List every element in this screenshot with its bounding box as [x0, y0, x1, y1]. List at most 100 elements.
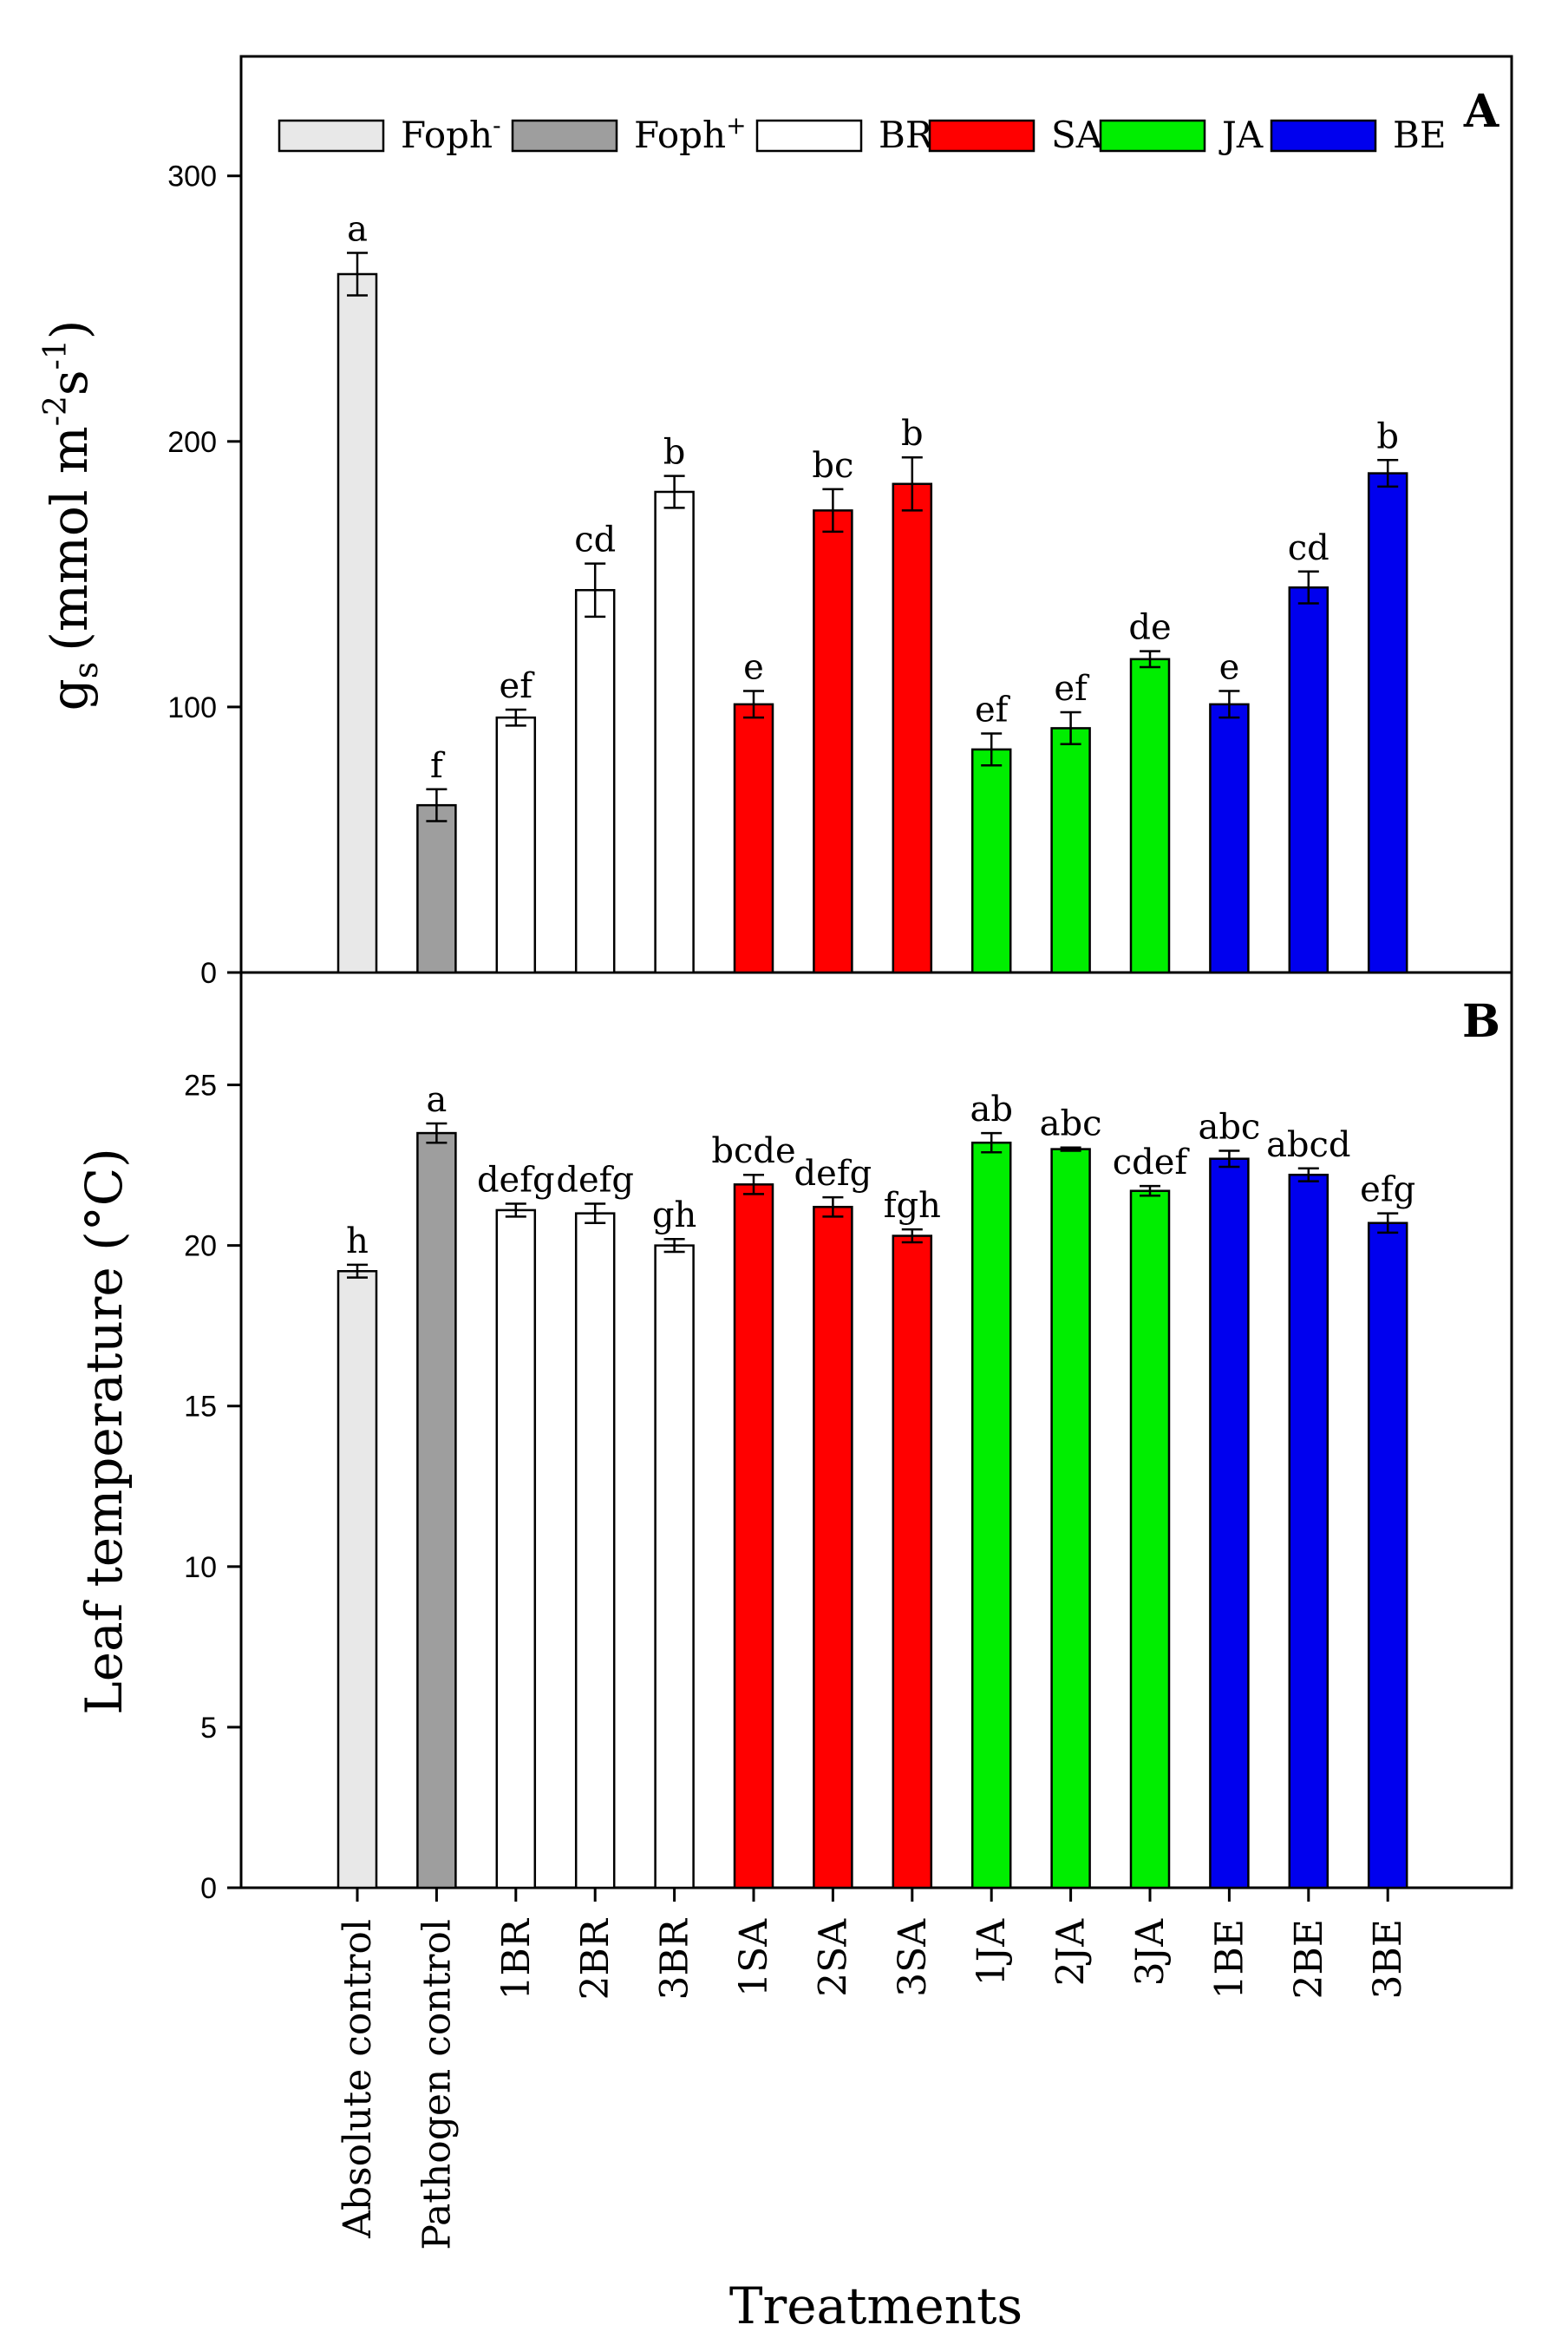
legend-swatch [1099, 119, 1206, 153]
panel-b-letter: B [1462, 995, 1500, 1048]
panel-b-error-bar [663, 1237, 685, 1254]
legend-swatch [511, 119, 618, 153]
panel-a-bar [813, 509, 853, 974]
panel-a-error-bar [822, 488, 844, 534]
legend-label: SA [1051, 114, 1103, 156]
panel-b-significance-label: abcd [1266, 1125, 1350, 1165]
panel-b-y-tick-label: 15 [184, 1391, 217, 1424]
panel-b-bar [336, 1270, 378, 1889]
ylabel-a-main: g [40, 678, 99, 711]
panel-b-y-axis-title: Leaf temperature (°C) [75, 1148, 134, 1715]
ylabel-a-sub: s [67, 662, 105, 679]
panel-a-significance-label: a [347, 210, 368, 250]
x-tick-label: 2BR [573, 1917, 617, 2000]
panel-b-error-bar [1140, 1184, 1160, 1197]
panel-b-y-axis: 0 5 10 15 20 25 [184, 1070, 241, 1905]
legend-swatch [755, 119, 863, 153]
panel-b-bar [1050, 1148, 1091, 1889]
x-tick-label: 1JA [970, 1918, 1014, 1987]
panel-b-significance-label: defg [477, 1161, 555, 1201]
panel-a-error-bar [663, 475, 685, 509]
legend-swatch [928, 119, 1036, 153]
panel-b-error-bar [1297, 1167, 1319, 1182]
panel-b-significance-label: bcde [711, 1131, 795, 1171]
panel-b-significance-label: cdef [1113, 1143, 1191, 1182]
ylabel-a-exp2: -1 [38, 339, 74, 370]
panel-a-bar [1209, 703, 1250, 974]
panel-a-significance-label: bc [812, 446, 853, 486]
panel-a-bar [970, 748, 1012, 974]
panel-a-significance-label: e [1219, 648, 1240, 688]
legend-item: BE [1270, 114, 1447, 156]
panel-a-error-bar [1140, 650, 1160, 669]
panel-b-y-tick-label: 0 [200, 1872, 217, 1905]
panel-b-error-bar [347, 1263, 368, 1279]
x-tick-label: 3BE [1366, 1919, 1410, 1999]
panel-a-bar [1129, 658, 1171, 974]
legend-swatch [278, 119, 385, 153]
panel-a-bar [416, 803, 457, 974]
panel-a-error-bar [743, 690, 764, 719]
panel-b-bar [574, 1212, 616, 1889]
panel-b-frame [239, 971, 1513, 1889]
legend-item: Foph+ [511, 111, 747, 156]
panel-b-bar [892, 1234, 933, 1889]
legend: Foph- Foph+ BR SA JA BE [278, 111, 1447, 156]
panel-a-significance-label: cd [574, 521, 616, 560]
panel-a-bar [574, 588, 616, 974]
panel-b-error-bar [1060, 1146, 1081, 1152]
panel-a-bar [654, 490, 695, 974]
panel-b-y-tick-label: 5 [200, 1712, 217, 1745]
panel-b-bar [416, 1131, 457, 1889]
panel-b-bar [813, 1205, 853, 1889]
panel-b-bar [733, 1183, 774, 1889]
legend-item: JA [1099, 114, 1264, 156]
panel-b-significance-label: ab [970, 1090, 1012, 1130]
panel-b-error-bar [426, 1122, 448, 1144]
panel-a-bar [495, 716, 537, 974]
ylabel-a-exp1: -2 [38, 396, 74, 426]
panel-a-y-tick-label: 300 [167, 160, 217, 193]
panel-b-significance-label: efg [1360, 1170, 1415, 1210]
panel-b-error-bar [901, 1228, 923, 1244]
legend-label: BR [879, 114, 934, 156]
panel-a-error-bar [505, 708, 526, 727]
panel-a-y-axis: 0 100 200 300 [167, 160, 241, 990]
panel-b-significance-label: h [346, 1221, 369, 1261]
legend-item: SA [928, 114, 1103, 156]
panel-a-bar [336, 272, 378, 974]
panel-b-significance-label: fgh [884, 1186, 941, 1226]
panel-a-error-bar [426, 788, 448, 822]
legend-swatch [1270, 119, 1377, 153]
panel-a-significance-label: de [1128, 608, 1171, 648]
legend-item: Foph- [278, 111, 501, 156]
panel-a-significance-label: ef [500, 666, 536, 706]
x-tick-label: 1BR [494, 1917, 539, 2000]
legend-label: Foph- [401, 111, 501, 156]
panel-b-error-bar [1377, 1212, 1399, 1234]
panel-a-y-tick-label: 0 [200, 957, 217, 990]
panel-a-y-axis-title: gs(mmol m-2s-1) [38, 320, 105, 711]
panel-a-error-bar [585, 562, 606, 619]
panel-b-error-bar [585, 1202, 606, 1224]
x-tick-label: 3SA [891, 1918, 935, 1997]
panel-a-significance-label: b [1376, 416, 1399, 456]
panel-a-significance-label: e [743, 648, 764, 688]
x-tick-label: 1SA [732, 1918, 776, 1997]
x-tick-label: 2JA [1049, 1918, 1094, 1987]
x-axis-title: Treatments [729, 2276, 1022, 2335]
panel-a-bar [1288, 586, 1330, 974]
panel-a-y-tick-label: 200 [167, 426, 217, 459]
panel-b-significance-label: abc [1040, 1104, 1102, 1144]
panel-a-error-bar [347, 252, 368, 297]
panel-a-significance-label: ef [975, 691, 1011, 730]
panel-a-bar [1050, 727, 1091, 974]
x-tick-label: Pathogen control [415, 1919, 459, 2250]
legend-label: BE [1393, 114, 1447, 156]
x-tick-label: 3BR [653, 1917, 697, 2000]
x-tick-label: 2SA [811, 1918, 855, 1997]
panel-a-error-bar [901, 455, 923, 512]
x-tick-label: 1BE [1207, 1919, 1251, 1999]
panel-a-error-bar [1377, 459, 1399, 488]
